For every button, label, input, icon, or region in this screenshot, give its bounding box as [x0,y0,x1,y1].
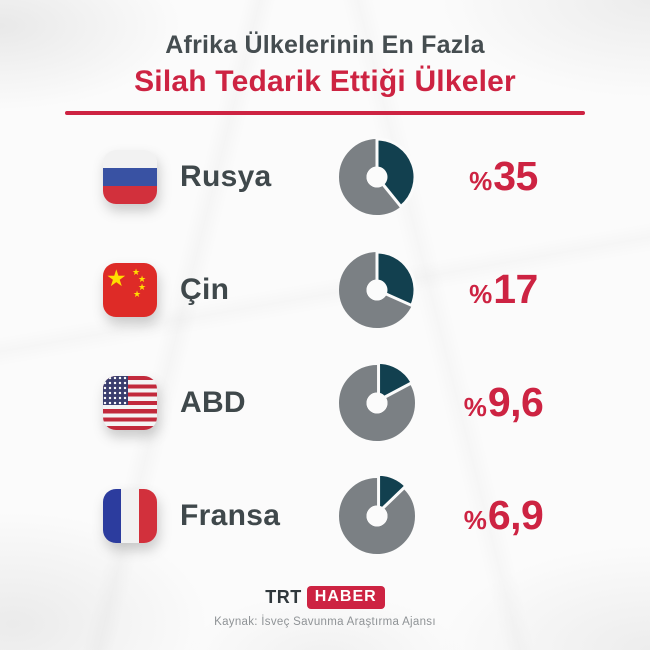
table-row-cin: ★ ★ ★ ★ ★ Çin % 17 [0,233,650,346]
value-label: % 6,9 [417,492,590,539]
value-label: % 35 [417,153,590,200]
percent-sign: % [469,166,493,196]
china-flag-icon: ★ ★ ★ ★ ★ [103,262,157,317]
china-big-star: ★ [106,264,127,291]
donut-svg [339,472,415,554]
percent-sign: % [463,392,487,422]
donut-chart-rusya [337,136,417,217]
china-small-star: ★ [133,288,142,299]
percent-sign: % [463,505,487,535]
donut-svg [339,249,417,328]
haber-logo-badge: HABER [306,586,385,609]
country-label: Çin [180,272,230,306]
page-title-line2: Silah Tedarik Ettiği Ülkeler [134,65,516,98]
china-small-star: ★ [132,266,141,277]
trt-logo-text: TRT [265,587,302,607]
donut-chart-abd [337,360,417,443]
country-rows: Rusya % 35 ★ ★ ★ ★ ★ Çin % 17 [0,120,650,572]
russia-flag-svg [103,149,157,204]
value-label: % 17 [417,266,590,313]
percent-value: 9,6 [487,379,544,425]
china-small-star: ★ [138,281,147,292]
donut-chart-fransa [337,472,417,556]
percent-value: 17 [493,266,538,312]
footer: TRT HABER Kaynak: İsveç Savunma Araştırm… [0,586,650,628]
percent-value: 6,9 [487,492,544,538]
donut-svg [339,360,415,441]
page-title-line1: Afrika Ülkelerinin En Fazla [165,31,485,59]
usa-flag-canton [103,375,128,405]
country-label: Fransa [180,498,281,532]
table-row-abd: ABD % 9,6 [0,346,650,459]
value-label: % 9,6 [417,379,590,426]
percent-value: 35 [493,153,538,199]
country-label: Rusya [180,159,272,193]
france-flag-icon [103,488,157,543]
donut-svg [339,136,417,215]
usa-flag-icon [103,375,157,430]
source-credit: Kaynak: İsveç Savunma Araştırma Ajansı [214,616,436,628]
table-row-fransa: Fransa % 6,9 [0,459,650,572]
china-small-star: ★ [138,273,147,284]
percent-sign: % [469,279,493,309]
donut-chart-cin [337,249,417,330]
france-flag-svg [103,488,157,543]
country-label: ABD [180,385,246,419]
header: Afrika Ülkelerinin En Fazla Silah Tedari… [0,31,650,115]
table-row-rusya: Rusya % 35 [0,120,650,233]
russia-flag-icon [103,149,157,204]
trt-haber-logo: TRT HABER [265,586,385,609]
title-divider [65,111,585,115]
